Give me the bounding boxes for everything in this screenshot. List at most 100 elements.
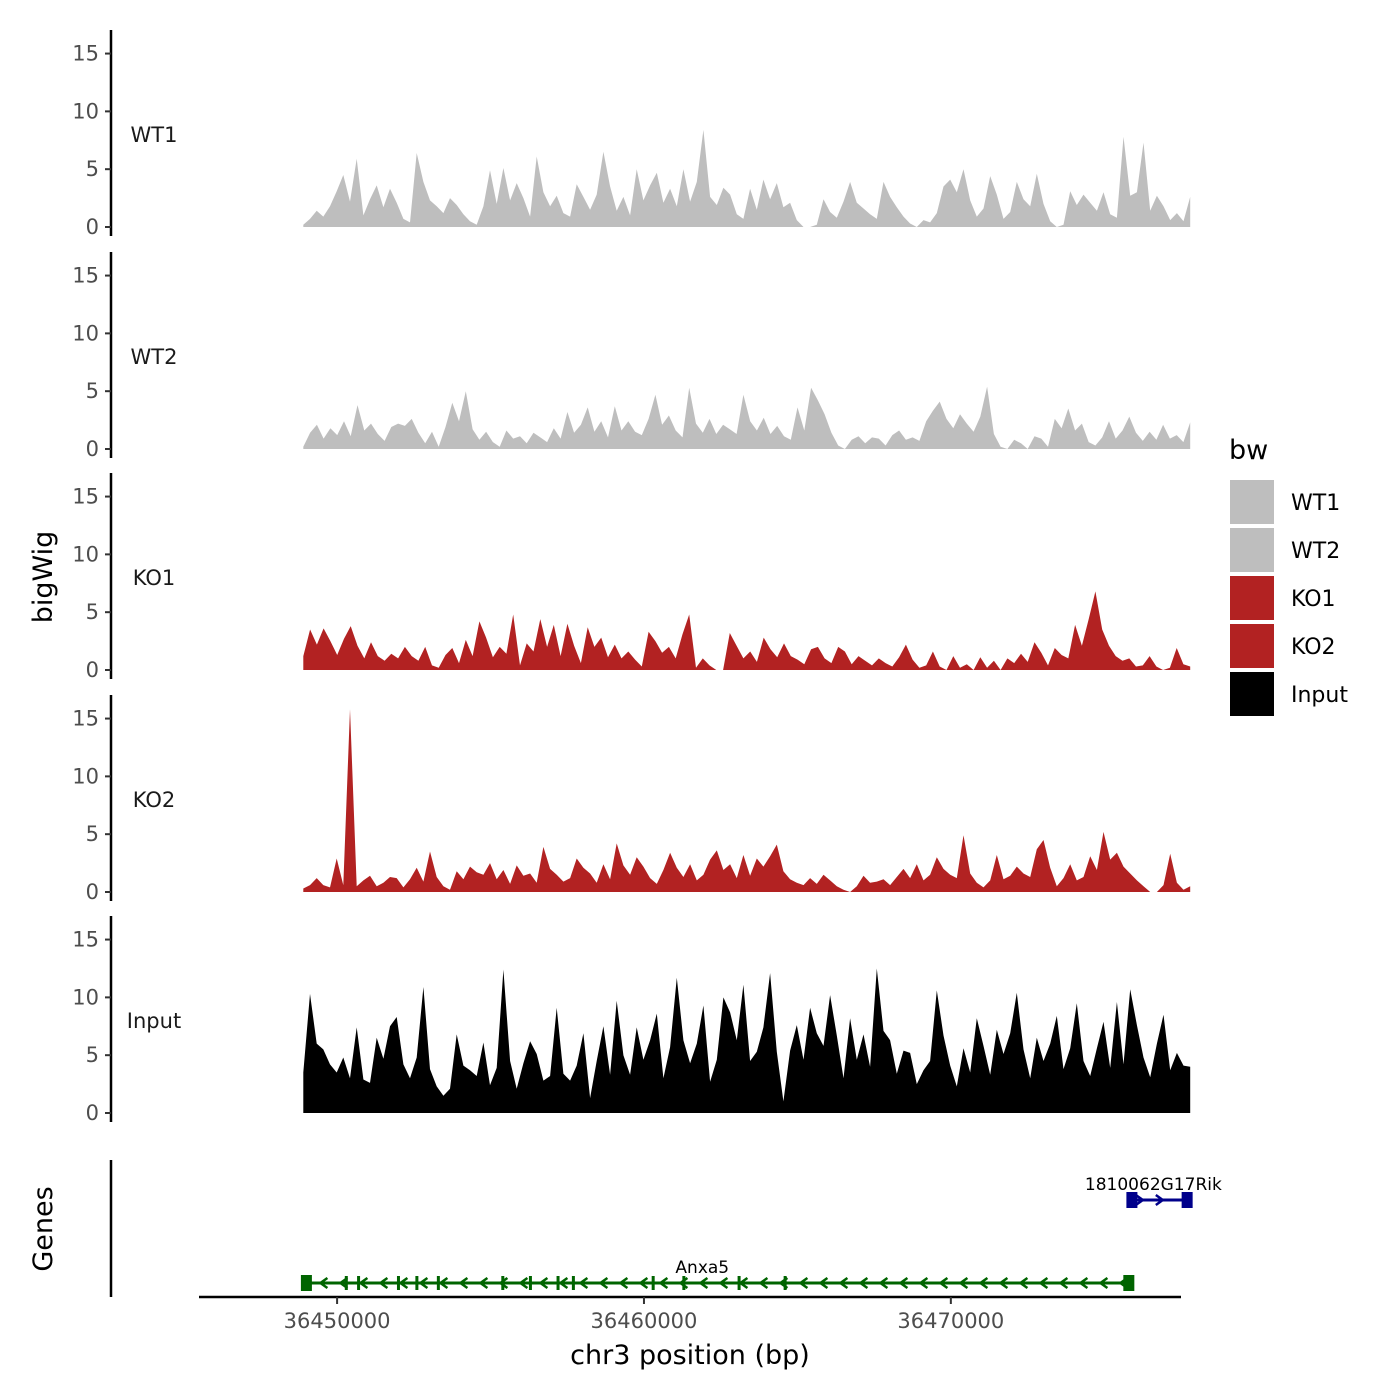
gene-1810062g17rik: 1810062G17Rik [1085, 1175, 1222, 1208]
x-tick-label: 36460000 [591, 1309, 698, 1333]
track-label: WT2 [131, 345, 178, 369]
exon [651, 1276, 655, 1290]
strand-arrow [938, 1276, 949, 1290]
strand-arrow [498, 1276, 509, 1290]
track-wt2: 0 5 10 15 WT2 [72, 252, 1191, 461]
x-axis: 36450000 36460000 36470000 [199, 1295, 1181, 1333]
legend-title: bw [1229, 435, 1268, 466]
track-label: KO1 [133, 566, 176, 590]
strand-arrow [978, 1276, 989, 1290]
y-tick-label: 15 [72, 42, 99, 66]
strand-arrow [818, 1276, 829, 1290]
strand-arrow [1135, 1193, 1145, 1207]
y-tick-label: 10 [72, 985, 99, 1009]
strand-arrow [878, 1276, 889, 1290]
strand-arrow [798, 1276, 809, 1290]
gene-track: Anxa5 1810062G17Rik [109, 1160, 1222, 1297]
strand-arrow [858, 1276, 869, 1290]
y-tick-label: 0 [86, 1101, 99, 1125]
y-tick-label: 5 [86, 822, 99, 846]
strand-arrow [658, 1276, 669, 1290]
legend-label: Input [1291, 683, 1348, 708]
coverage-area [303, 591, 1191, 670]
coverage-area [303, 129, 1191, 227]
axis-titles: chr3 position (bp) bigWig Genes [28, 531, 810, 1371]
strand-arrow [418, 1276, 429, 1290]
y-tick-label: 5 [86, 157, 99, 181]
exon [501, 1276, 505, 1290]
y-axis-title-genes: Genes [28, 1186, 59, 1271]
legend-label: WT1 [1291, 491, 1340, 516]
strand-arrow [378, 1276, 389, 1290]
exon [415, 1276, 419, 1290]
exon [682, 1276, 686, 1290]
track-wt1: 0 5 10 15 WT1 [72, 30, 1191, 239]
strand-arrow [838, 1276, 849, 1290]
y-tick-label: 10 [72, 321, 99, 345]
y-tick-label: 10 [72, 99, 99, 123]
exon [1181, 1192, 1193, 1208]
legend-swatch [1230, 624, 1274, 668]
strand-arrow [698, 1276, 709, 1290]
legend-label: WT2 [1291, 539, 1340, 564]
y-tick-label: 10 [72, 542, 99, 566]
gene-name: Anxa5 [675, 1258, 729, 1278]
exon [737, 1276, 741, 1290]
strand-arrow [958, 1276, 969, 1290]
strand-arrow [358, 1276, 369, 1290]
y-tick-label: 15 [72, 707, 99, 731]
exon [528, 1276, 532, 1290]
track-label: WT1 [131, 123, 178, 147]
y-tick-label: 10 [72, 764, 99, 788]
y-tick-label: 15 [72, 264, 99, 288]
strand-arrow [458, 1276, 469, 1290]
strand-arrow [898, 1276, 909, 1290]
exon [783, 1276, 787, 1290]
exon [571, 1276, 575, 1290]
bigwig-tracks: 0 5 10 15 WT1 0 5 10 15 WT2 0 5 10 15 KO1 0 5 10 15 KO2 0 5 10… [72, 30, 1191, 1125]
exon [344, 1276, 348, 1290]
exon [357, 1276, 361, 1290]
strand-arrow [598, 1276, 609, 1290]
exon [436, 1276, 440, 1290]
strand-arrow [318, 1276, 329, 1290]
y-tick-label: 5 [86, 1043, 99, 1067]
legend-label: KO2 [1291, 635, 1336, 660]
strand-arrow [1098, 1276, 1109, 1290]
gene-name: 1810062G17Rik [1085, 1175, 1222, 1195]
legend: bw WT1 WT2 KO1 KO2 Input [1229, 435, 1348, 716]
coverage-area [303, 968, 1191, 1113]
exon [1123, 1275, 1135, 1291]
y-tick-label: 0 [86, 215, 99, 239]
legend-label: KO1 [1291, 587, 1336, 612]
exon [396, 1276, 400, 1290]
strand-arrow [558, 1276, 569, 1290]
y-tick-label: 15 [72, 485, 99, 509]
strand-arrow [618, 1276, 629, 1290]
strand-arrow [1038, 1276, 1049, 1290]
strand-arrow [1078, 1276, 1089, 1290]
strand-arrow [518, 1276, 529, 1290]
strand-arrow [1155, 1193, 1165, 1207]
strand-arrow [538, 1276, 549, 1290]
track-ko2: 0 5 10 15 KO2 [72, 695, 1191, 904]
y-tick-label: 5 [86, 600, 99, 624]
y-tick-label: 15 [72, 928, 99, 952]
y-tick-label: 0 [86, 658, 99, 682]
track-input: 0 5 10 15 Input [72, 916, 1191, 1125]
strand-arrow [918, 1276, 929, 1290]
x-axis-title: chr3 position (bp) [570, 1340, 810, 1371]
exon [556, 1276, 560, 1290]
coverage-area [303, 386, 1191, 449]
strand-arrow [758, 1276, 769, 1290]
track-ko1: 0 5 10 15 KO1 [72, 473, 1191, 682]
strand-arrow [578, 1276, 589, 1290]
strand-arrow [478, 1276, 489, 1290]
legend-swatch [1230, 576, 1274, 620]
legend-swatch [1230, 480, 1274, 524]
y-tick-label: 0 [86, 437, 99, 461]
y-axis-title-bigwig: bigWig [28, 531, 59, 624]
strand-arrow [1018, 1276, 1029, 1290]
track-label: KO2 [133, 788, 176, 812]
